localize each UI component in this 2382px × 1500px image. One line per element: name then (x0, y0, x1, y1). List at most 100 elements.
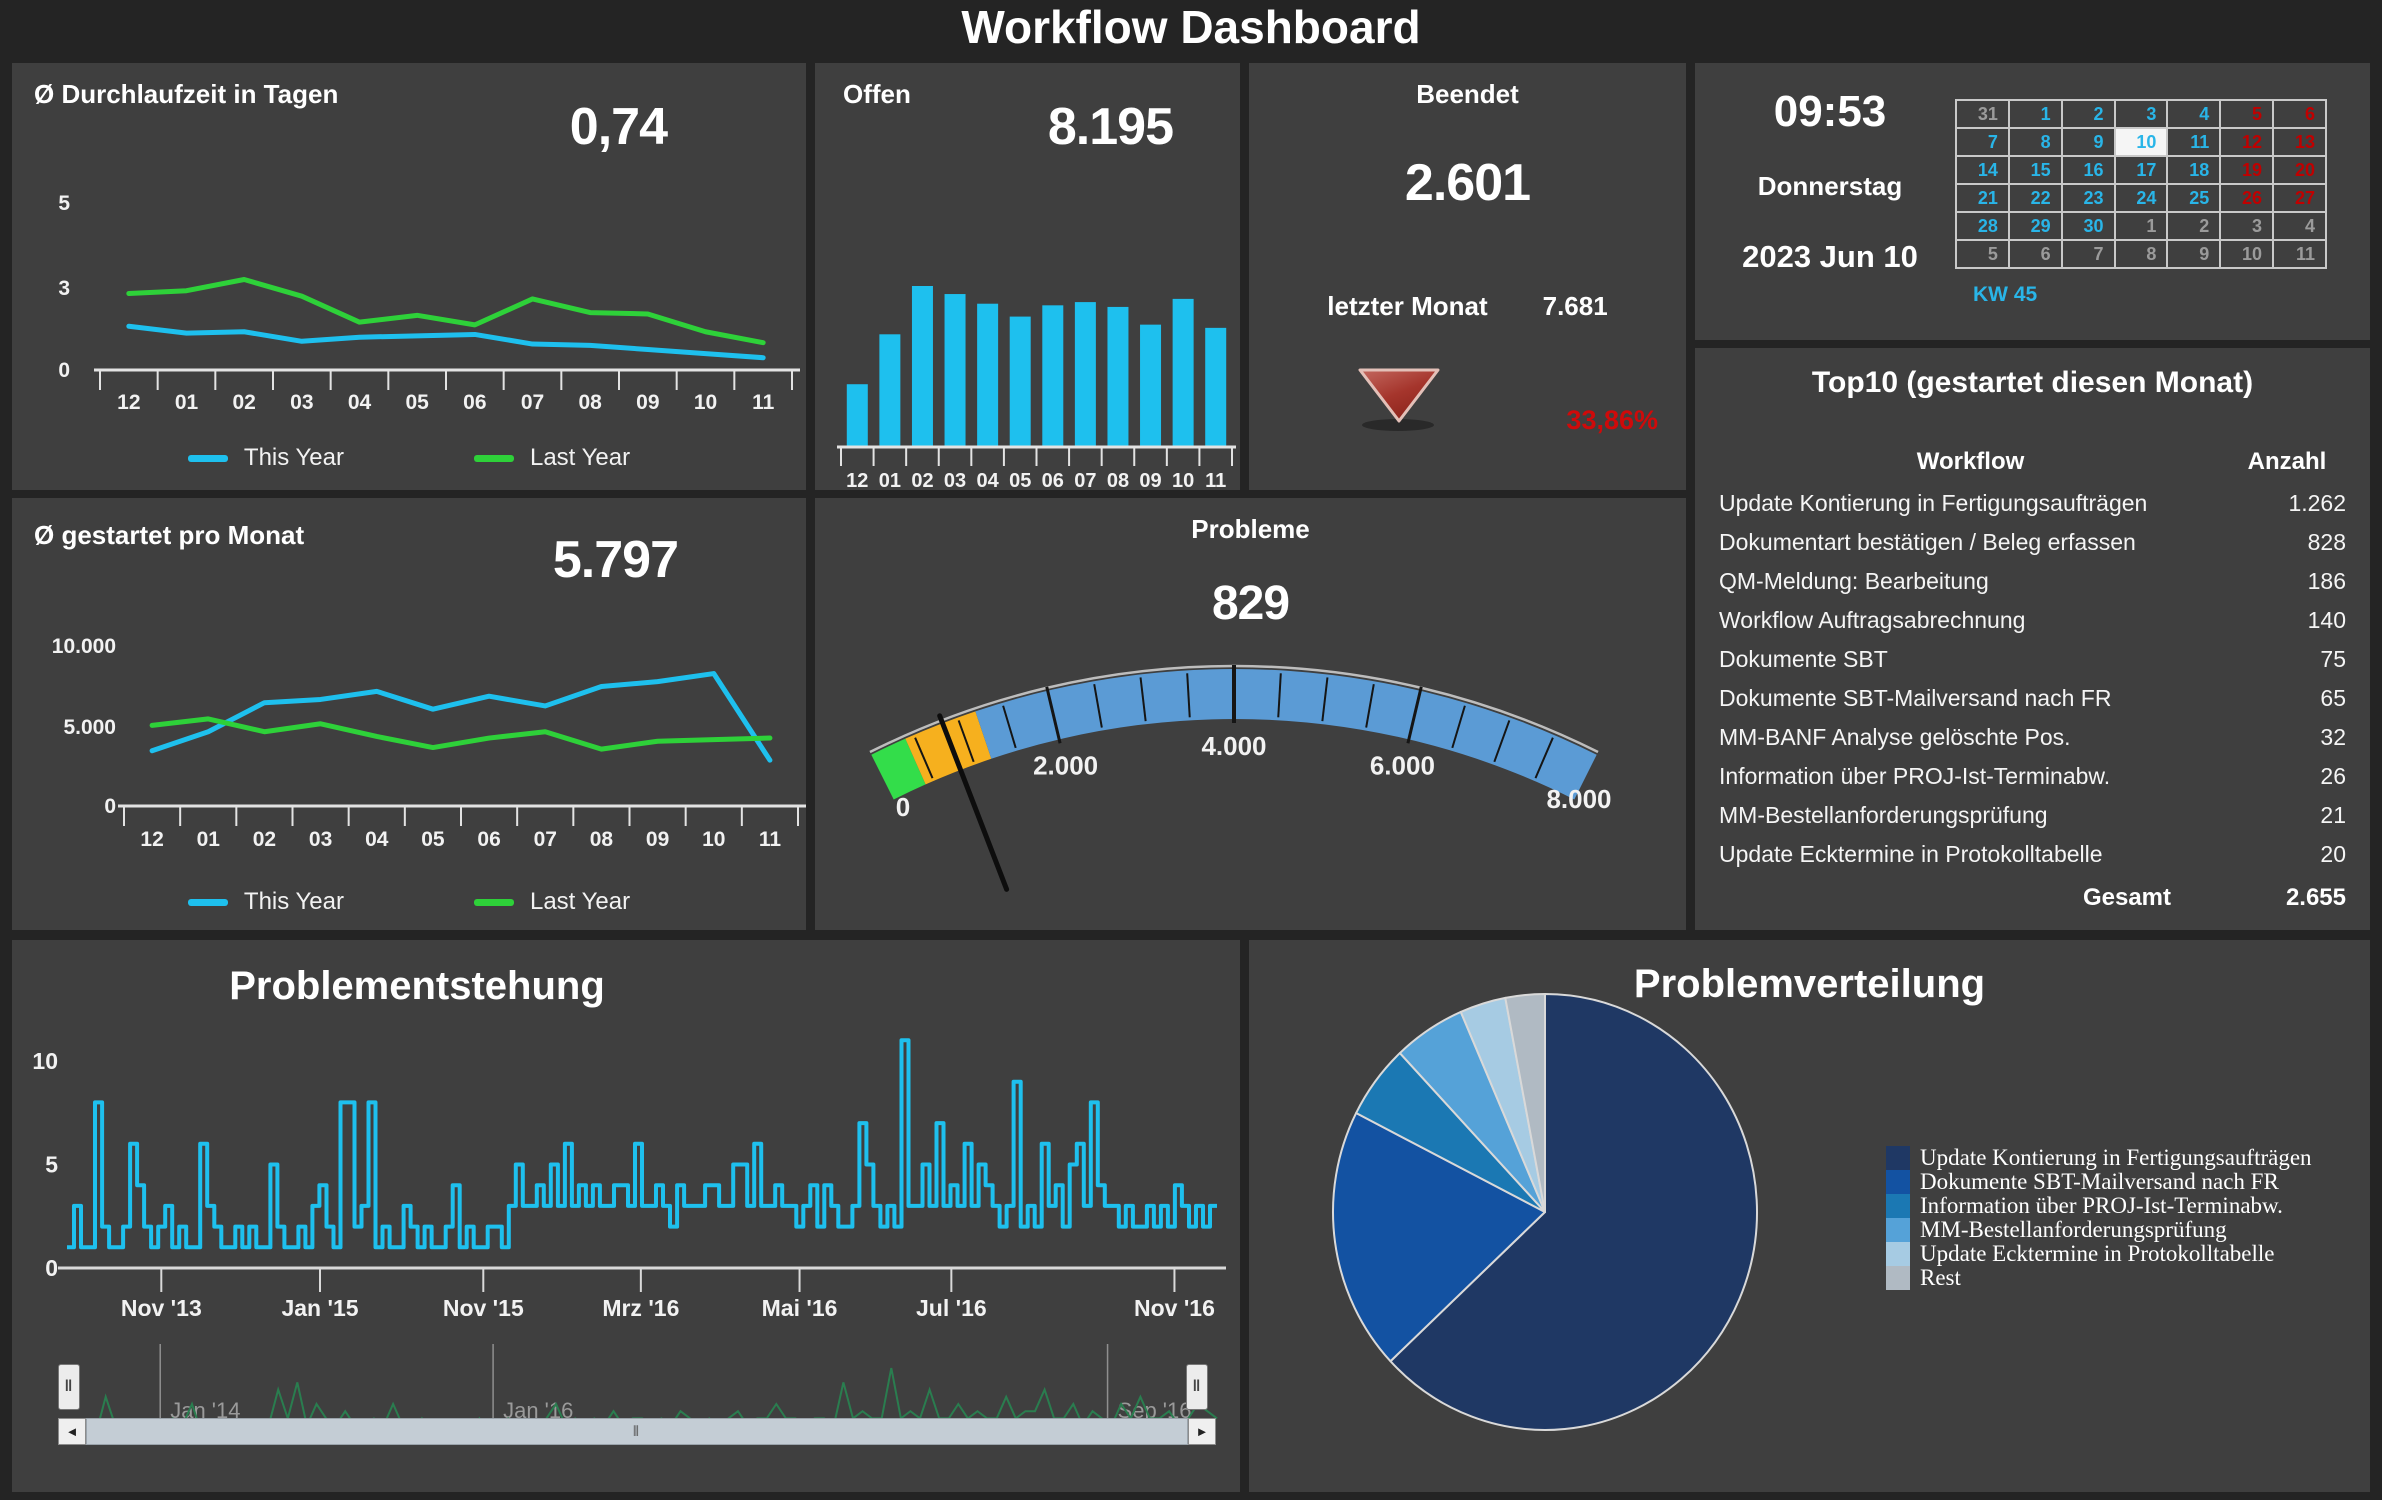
scroll-right-button[interactable]: ► (1188, 1418, 1216, 1445)
calendar-week-row: 14 15 16 17 18 19 20 (1955, 155, 2327, 185)
calendar-day[interactable]: 7 (1955, 127, 2010, 157)
calendar-day[interactable]: 4 (2166, 99, 2222, 129)
calendar-day[interactable]: 28 (1955, 211, 2010, 241)
calendar-day[interactable]: 26 (2219, 183, 2275, 213)
svg-text:2.000: 2.000 (1033, 751, 1098, 781)
chart-legend: This Year Last Year (12, 888, 806, 916)
calendar-day[interactable]: 8 (2113, 239, 2169, 269)
calendar-day[interactable]: 20 (2272, 155, 2327, 185)
calendar-day[interactable]: 12 (2219, 127, 2275, 157)
panel-title: Beendet (1416, 79, 1519, 109)
calendar-day[interactable]: 2 (2060, 99, 2116, 129)
calendar-day[interactable]: 30 (2060, 211, 2116, 241)
workflow-name: Update Ecktermine in Protokolltabelle (1719, 841, 2103, 867)
calendar-day[interactable]: 6 (2007, 239, 2063, 269)
legend-swatch (1886, 1194, 1910, 1218)
workflow-name: Dokumente SBT-Mailversand nach FR (1719, 685, 2112, 711)
calendar-day[interactable]: 7 (2060, 239, 2116, 269)
calendar-day[interactable]: 9 (2060, 127, 2116, 157)
calendar-week-row: 5 6 7 8 9 10 11 (1955, 239, 2327, 269)
workflow-name: Information über PROJ-Ist-Terminabw. (1719, 763, 2111, 789)
clock-date: 2023 Jun 10 (1742, 239, 1918, 274)
table-row[interactable]: Dokumente SBT-Mailversand nach FR 65 (1719, 679, 2352, 718)
horizontal-scrollbar: ◄ ⦀ ► (58, 1418, 1216, 1445)
calendar-day[interactable]: 29 (2007, 211, 2063, 241)
last-month-row: letzter Monat 7.681 (1249, 291, 1686, 322)
table-row[interactable]: Update Ecktermine in Protokolltabelle 20 (1719, 835, 2352, 874)
calendar-day[interactable]: 1 (2113, 211, 2169, 241)
workflow-count: 1.262 (2288, 490, 2346, 516)
offen-bar-chart: 12 01 02 03 04 05 06 07 08 09 10 11 (837, 286, 1236, 490)
workflow-name: Update Kontierung in Fertigungsaufträgen (1719, 490, 2148, 516)
calendar-day[interactable]: 3 (2113, 99, 2169, 129)
svg-text:06: 06 (477, 828, 500, 851)
svg-text:0: 0 (58, 359, 70, 382)
svg-text:07: 07 (1074, 470, 1096, 490)
calendar-day[interactable]: 24 (2113, 183, 2169, 213)
table-row[interactable]: Update Kontierung in Fertigungsaufträgen… (1719, 484, 2352, 523)
table-row[interactable]: MM-Bestellanforderungsprüfung 21 (1719, 796, 2352, 835)
calendar-day[interactable]: 2 (2166, 211, 2222, 241)
panel-top10: Top10 (gestartet diesen Monat) Workflow … (1695, 348, 2370, 930)
last-month-label: letzter Monat (1327, 291, 1488, 321)
svg-text:05: 05 (421, 828, 445, 851)
range-slider-right-handle[interactable]: ‖ (1186, 1364, 1208, 1410)
calendar-day[interactable]: 23 (2060, 183, 2116, 213)
calendar-day[interactable]: 4 (2272, 211, 2327, 241)
table-row[interactable]: Workflow Auftragsabrechnung 140 (1719, 601, 2352, 640)
legend-label: Last Year (529, 444, 631, 471)
legend-label: This Year (243, 444, 344, 471)
calendar-day[interactable]: 3 (2219, 211, 2275, 241)
legend-label: Dokumente SBT-Mailversand nach FR (1920, 1169, 2279, 1194)
kpi-value: 829 (1211, 577, 1290, 630)
scrollbar-track[interactable]: ⦀ (86, 1418, 1188, 1445)
calendar-day[interactable]: 6 (2272, 99, 2327, 129)
calendar-day[interactable]: 8 (2007, 127, 2063, 157)
svg-text:Mrz '16: Mrz '16 (602, 1295, 679, 1321)
calendar-day[interactable]: 5 (2219, 99, 2275, 129)
calendar-day[interactable]: 16 (2060, 155, 2116, 185)
calendar-day[interactable]: 25 (2166, 183, 2222, 213)
calendar-day[interactable]: 11 (2272, 239, 2327, 269)
legend-item: MM-Bestellanforderungsprüfung (1886, 1217, 2312, 1242)
problemverteilung-pie-chart (1332, 993, 1758, 1431)
calendar-day[interactable]: 13 (2272, 127, 2327, 157)
mini-calendar: 31 1 2 3 4 5 6 7 8 9 10 11 12 13 14 15 16 17 18 19 20 21 22 23 2… (1955, 99, 2327, 269)
calendar-week-number: KW 45 (1973, 283, 2038, 306)
calendar-day[interactable]: 18 (2166, 155, 2222, 185)
svg-text:08: 08 (1107, 470, 1129, 490)
workflow-name: QM-Meldung: Bearbeitung (1719, 568, 1989, 594)
calendar-day[interactable]: 11 (2166, 127, 2222, 157)
calendar-day[interactable]: 5 (1955, 239, 2010, 269)
svg-text:11: 11 (752, 391, 775, 414)
calendar-day[interactable]: 31 (1955, 99, 2010, 129)
calendar-day[interactable]: 10 (2219, 239, 2275, 269)
svg-text:11: 11 (1205, 470, 1226, 490)
workflow-count: 65 (2320, 685, 2346, 711)
svg-text:0: 0 (896, 792, 910, 822)
calendar-day[interactable]: 1 (2007, 99, 2063, 129)
scroll-left-button[interactable]: ◄ (58, 1418, 86, 1445)
legend-swatch (1886, 1242, 1910, 1266)
calendar-day[interactable]: 14 (1955, 155, 2010, 185)
legend-swatch (1886, 1146, 1910, 1170)
calendar-day[interactable]: 9 (2166, 239, 2222, 269)
range-slider-left-handle[interactable]: ‖ (58, 1364, 80, 1410)
last-year-line-swatch (473, 898, 514, 906)
table-row[interactable]: QM-Meldung: Bearbeitung 186 (1719, 562, 2352, 601)
panel-title: Offen (843, 79, 911, 109)
legend-item: Update Kontierung in Fertigungsaufträgen (1886, 1145, 2312, 1170)
table-row[interactable]: Information über PROJ-Ist-Terminabw. 26 (1719, 757, 2352, 796)
calendar-day[interactable]: 17 (2113, 155, 2169, 185)
problementstehung-step-chart: 0 5 10 Nov '13 Jan '15 Nov '15 Mrz '16 Mai '16 J… (32, 1038, 1226, 1445)
calendar-day[interactable]: 21 (1955, 183, 2010, 213)
calendar-day[interactable]: 22 (2007, 183, 2063, 213)
table-row[interactable]: MM-BANF Analyse gelöschte Pos. 32 (1719, 718, 2352, 757)
calendar-day[interactable]: 15 (2007, 155, 2063, 185)
calendar-day[interactable]: 19 (2219, 155, 2275, 185)
table-row[interactable]: Dokumente SBT 75 (1719, 640, 2352, 679)
table-row[interactable]: Dokumentart bestätigen / Beleg erfassen 8… (1719, 523, 2352, 562)
calendar-day-selected[interactable]: 10 (2113, 127, 2169, 157)
svg-text:12: 12 (140, 828, 163, 851)
calendar-day[interactable]: 27 (2272, 183, 2327, 213)
